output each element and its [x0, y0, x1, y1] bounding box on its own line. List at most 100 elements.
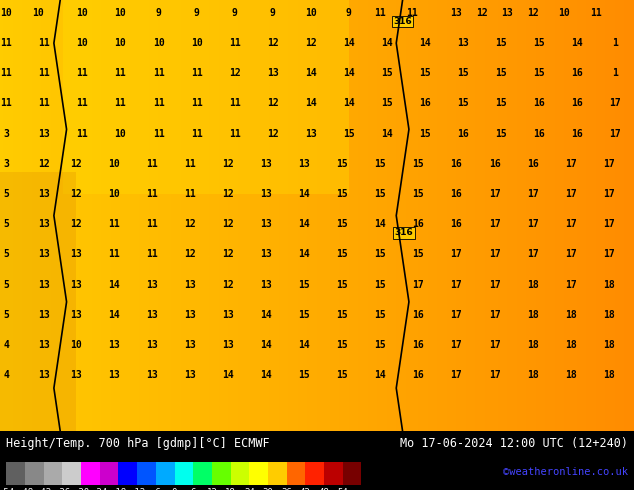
Text: 11: 11 — [406, 8, 418, 18]
Bar — [63, 0, 349, 194]
Text: 17: 17 — [451, 280, 462, 290]
Text: 18: 18 — [603, 370, 614, 380]
Text: 12: 12 — [267, 98, 278, 108]
Text: 15: 15 — [375, 340, 386, 350]
Text: 17: 17 — [603, 249, 614, 259]
Text: 4: 4 — [3, 340, 10, 350]
Text: 10: 10 — [77, 8, 88, 18]
Bar — [100, 462, 119, 485]
Text: 18: 18 — [603, 340, 614, 350]
Text: 16: 16 — [571, 129, 583, 139]
Text: 15: 15 — [375, 280, 386, 290]
Text: 16: 16 — [413, 370, 424, 380]
Text: 17: 17 — [451, 249, 462, 259]
Text: 17: 17 — [527, 249, 538, 259]
Text: 12: 12 — [305, 38, 316, 48]
Text: 16: 16 — [571, 68, 583, 78]
Text: 48: 48 — [319, 488, 330, 490]
Text: 14: 14 — [299, 219, 310, 229]
Text: 15: 15 — [495, 98, 507, 108]
Text: Height/Temp. 700 hPa [gdmp][°C] ECMWF: Height/Temp. 700 hPa [gdmp][°C] ECMWF — [6, 437, 270, 450]
Text: 11: 11 — [1, 68, 12, 78]
Text: 12: 12 — [39, 159, 50, 169]
Text: 13: 13 — [39, 129, 50, 139]
Text: 17: 17 — [603, 159, 614, 169]
Text: 18: 18 — [527, 310, 538, 320]
Text: 11: 11 — [153, 68, 164, 78]
Text: 13: 13 — [39, 219, 50, 229]
Text: 17: 17 — [489, 249, 500, 259]
Text: 17: 17 — [527, 219, 538, 229]
Text: 16: 16 — [571, 98, 583, 108]
Text: 15: 15 — [299, 310, 310, 320]
Text: 17: 17 — [489, 370, 500, 380]
Text: 11: 11 — [229, 129, 240, 139]
Text: 11: 11 — [108, 249, 120, 259]
Text: 5: 5 — [3, 310, 10, 320]
Text: 17: 17 — [489, 280, 500, 290]
Text: 17: 17 — [565, 219, 576, 229]
Text: 13: 13 — [108, 340, 120, 350]
Text: 13: 13 — [70, 310, 82, 320]
Text: 12: 12 — [184, 219, 196, 229]
Text: 9: 9 — [269, 8, 276, 18]
Text: 13: 13 — [70, 280, 82, 290]
Text: 17: 17 — [489, 310, 500, 320]
Text: 13: 13 — [457, 38, 469, 48]
Text: 10: 10 — [108, 159, 120, 169]
Text: 13: 13 — [146, 310, 158, 320]
Text: 14: 14 — [381, 38, 392, 48]
Text: 16: 16 — [533, 98, 545, 108]
Text: 15: 15 — [495, 129, 507, 139]
Text: 10: 10 — [115, 8, 126, 18]
Text: 10: 10 — [115, 38, 126, 48]
Text: 12: 12 — [223, 249, 234, 259]
Text: 13: 13 — [108, 370, 120, 380]
Text: 11: 11 — [77, 129, 88, 139]
Text: 16: 16 — [419, 98, 430, 108]
Text: 15: 15 — [457, 98, 469, 108]
Text: 9: 9 — [155, 8, 162, 18]
Text: 12: 12 — [267, 129, 278, 139]
Text: 14: 14 — [381, 129, 392, 139]
Text: 14: 14 — [108, 310, 120, 320]
Bar — [287, 462, 306, 485]
Text: 11: 11 — [108, 219, 120, 229]
Text: 11: 11 — [146, 159, 158, 169]
Text: 13: 13 — [261, 249, 272, 259]
Text: 4: 4 — [3, 370, 10, 380]
Text: 5: 5 — [3, 219, 10, 229]
Text: 12: 12 — [229, 68, 240, 78]
Text: 3: 3 — [3, 129, 10, 139]
Text: -30: -30 — [73, 488, 89, 490]
Text: 10: 10 — [153, 38, 164, 48]
Bar — [249, 462, 268, 485]
Text: 14: 14 — [261, 340, 272, 350]
Text: 14: 14 — [305, 98, 316, 108]
Bar — [81, 462, 100, 485]
Text: -12: -12 — [129, 488, 145, 490]
Text: 11: 11 — [39, 98, 50, 108]
Text: 15: 15 — [343, 129, 354, 139]
Text: 13: 13 — [451, 8, 462, 18]
Text: 15: 15 — [337, 159, 348, 169]
Text: 14: 14 — [375, 370, 386, 380]
Text: 18: 18 — [565, 370, 576, 380]
Text: -54: -54 — [0, 488, 15, 490]
Text: 36: 36 — [281, 488, 292, 490]
Text: 11: 11 — [184, 189, 196, 199]
Text: 15: 15 — [337, 340, 348, 350]
Text: 15: 15 — [375, 249, 386, 259]
Text: 13: 13 — [39, 340, 50, 350]
Text: 13: 13 — [223, 310, 234, 320]
Text: 14: 14 — [261, 370, 272, 380]
Text: 11: 11 — [191, 129, 202, 139]
Text: 17: 17 — [489, 219, 500, 229]
Text: -36: -36 — [55, 488, 70, 490]
Text: 13: 13 — [39, 310, 50, 320]
Text: 17: 17 — [565, 189, 576, 199]
Bar — [6, 462, 25, 485]
Text: 13: 13 — [261, 189, 272, 199]
Text: 54: 54 — [337, 488, 348, 490]
Text: 15: 15 — [533, 38, 545, 48]
